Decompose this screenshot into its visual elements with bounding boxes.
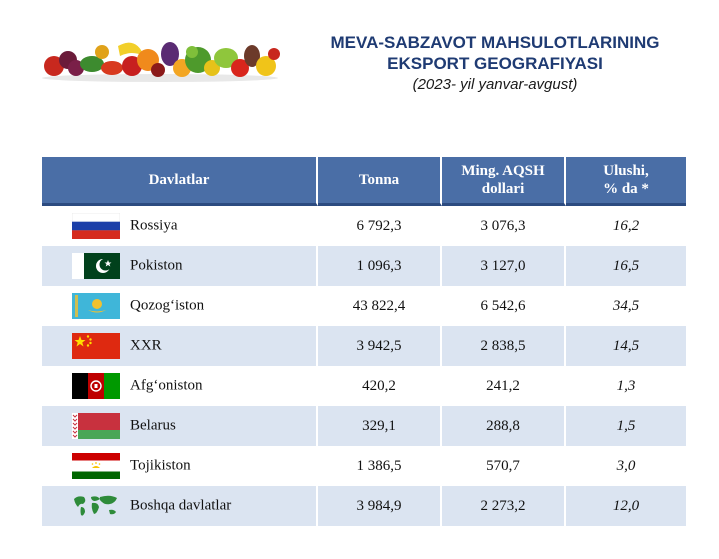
tonnes-cell: 420,2 [318, 366, 442, 406]
column-header-country: Davlatlar [42, 157, 318, 206]
country-cell: XXR [42, 326, 318, 366]
world-map-icon [72, 493, 120, 519]
country-cell: Afg‘oniston [42, 366, 318, 406]
title-block: MEVA-SABZAVOT MAHSULOTLARINING EKSPORT G… [300, 32, 690, 96]
pakistan-flag-icon [72, 253, 120, 279]
table-row: Pokiston 1 096,3 3 127,0 16,5 [42, 246, 686, 286]
table-row: Rossiya 6 792,3 3 076,3 16,2 [42, 206, 686, 246]
tonnes-cell: 329,1 [318, 406, 442, 446]
table-row: Belarus 329,1 288,8 1,5 [42, 406, 686, 446]
afghanistan-flag-icon [72, 373, 120, 399]
share-cell: 12,0 [566, 486, 686, 526]
country-cell: Boshqa davlatlar [42, 486, 318, 526]
kazakhstan-flag-icon [72, 293, 120, 319]
table-row: Boshqa davlatlar 3 984,9 2 273,2 12,0 [42, 486, 686, 526]
tonnes-cell: 6 792,3 [318, 206, 442, 246]
title-line-2: EKSPORT GEOGRAFIYASI [387, 54, 603, 73]
usd-cell: 3 076,3 [442, 206, 566, 246]
title-line-1: MEVA-SABZAVOT MAHSULOTLARINING [330, 33, 660, 52]
country-cell: Qozog‘iston [42, 286, 318, 326]
fruits-vegetables-banner-icon [40, 30, 280, 82]
china-flag-icon [72, 333, 120, 359]
belarus-flag-icon [72, 413, 120, 439]
column-header-tonnes: Tonna [318, 157, 442, 206]
country-cell: Pokiston [42, 246, 318, 286]
share-cell: 34,5 [566, 286, 686, 326]
usd-cell: 6 542,6 [442, 286, 566, 326]
share-cell: 14,5 [566, 326, 686, 366]
export-table: Davlatlar Tonna Ming. AQSH dollari Ulushi… [42, 157, 686, 526]
usd-cell: 3 127,0 [442, 246, 566, 286]
column-header-usd: Ming. AQSH dollari [442, 157, 566, 206]
tonnes-cell: 1 386,5 [318, 446, 442, 486]
usd-cell: 241,2 [442, 366, 566, 406]
table-row: Qozog‘iston 43 822,4 6 542,6 34,5 [42, 286, 686, 326]
tonnes-cell: 3 942,5 [318, 326, 442, 366]
usd-cell: 570,7 [442, 446, 566, 486]
country-cell: Rossiya [42, 206, 318, 246]
column-header-share: Ulushi,% da * [566, 157, 686, 206]
usd-cell: 288,8 [442, 406, 566, 446]
table-row: XXR 3 942,5 2 838,5 14,5 [42, 326, 686, 366]
share-cell: 1,3 [566, 366, 686, 406]
tonnes-cell: 3 984,9 [318, 486, 442, 526]
share-cell: 1,5 [566, 406, 686, 446]
share-cell: 16,5 [566, 246, 686, 286]
table-header-row: Davlatlar Tonna Ming. AQSH dollari Ulushi… [42, 157, 686, 206]
tonnes-cell: 43 822,4 [318, 286, 442, 326]
country-cell: Tojikiston [42, 446, 318, 486]
subtitle: (2023- yil yanvar-avgust) [412, 76, 578, 93]
russia-flag-icon [72, 213, 120, 239]
tajikistan-flag-icon [72, 453, 120, 479]
table-row: Afg‘oniston 420,2 241,2 1,3 [42, 366, 686, 406]
country-cell: Belarus [42, 406, 318, 446]
tonnes-cell: 1 096,3 [318, 246, 442, 286]
usd-cell: 2 273,2 [442, 486, 566, 526]
table-row: Tojikiston 1 386,5 570,7 3,0 [42, 446, 686, 486]
share-cell: 16,2 [566, 206, 686, 246]
share-cell: 3,0 [566, 446, 686, 486]
usd-cell: 2 838,5 [442, 326, 566, 366]
